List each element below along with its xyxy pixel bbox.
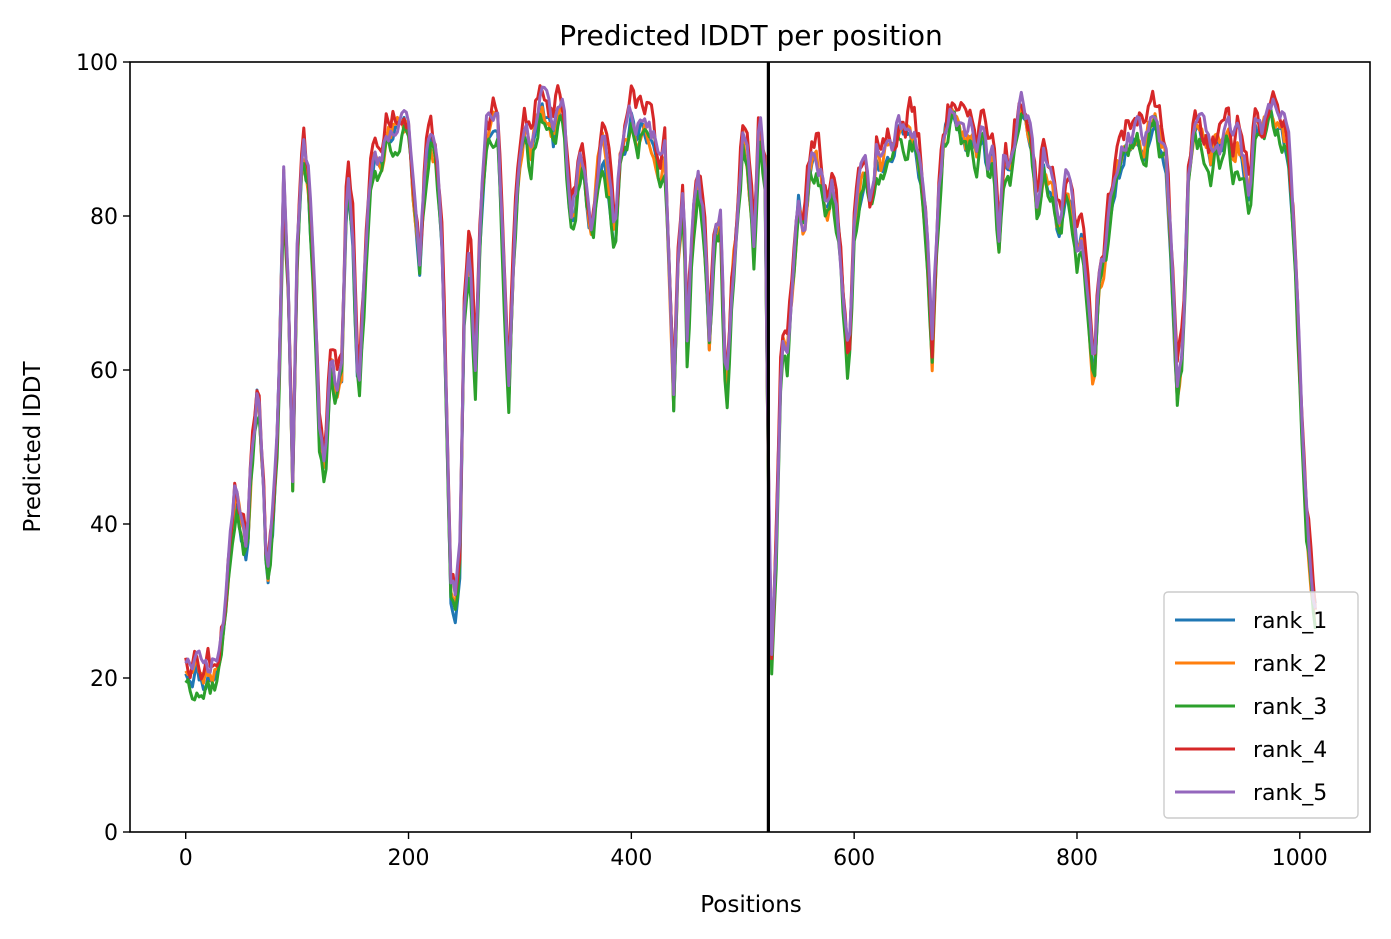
legend-box <box>1163 591 1359 819</box>
legend-label-rank-3: rank_3 <box>1253 695 1327 720</box>
y-tick-label: 80 <box>90 205 118 230</box>
x-tick-label: 600 <box>833 846 875 871</box>
y-tick-label: 60 <box>90 359 118 384</box>
x-tick-label: 200 <box>388 846 430 871</box>
y-tick-label: 100 <box>76 51 118 76</box>
y-tick-label: 40 <box>90 513 118 538</box>
series-line-rank-5 <box>184 85 1317 674</box>
y-axis-ticks: 0 20 40 60 80 100 <box>76 51 130 846</box>
y-tick-label: 0 <box>104 821 118 846</box>
x-tick-label: 800 <box>1056 846 1098 871</box>
y-tick-label: 20 <box>90 667 118 692</box>
legend-label-rank-4: rank_4 <box>1253 738 1327 763</box>
plot-frame <box>129 61 1371 833</box>
legend-label-rank-5: rank_5 <box>1253 781 1327 806</box>
legend: rank_1 rank_2 rank_3 rank_4 rank_5 <box>1163 591 1359 819</box>
x-tick-label: 1000 <box>1272 846 1328 871</box>
legend-label-rank-2: rank_2 <box>1253 652 1327 677</box>
x-axis-ticks: 0 200 400 600 800 1000 <box>179 832 1328 871</box>
legend-label-rank-1: rank_1 <box>1253 609 1327 634</box>
x-axis-label: Positions <box>700 892 802 918</box>
y-axis-label: Predicted lDDT <box>20 360 46 532</box>
series-lines <box>184 84 1317 702</box>
x-tick-label: 400 <box>610 846 652 871</box>
x-tick-label: 0 <box>179 846 193 871</box>
chart-title: Predicted lDDT per position <box>559 19 943 52</box>
